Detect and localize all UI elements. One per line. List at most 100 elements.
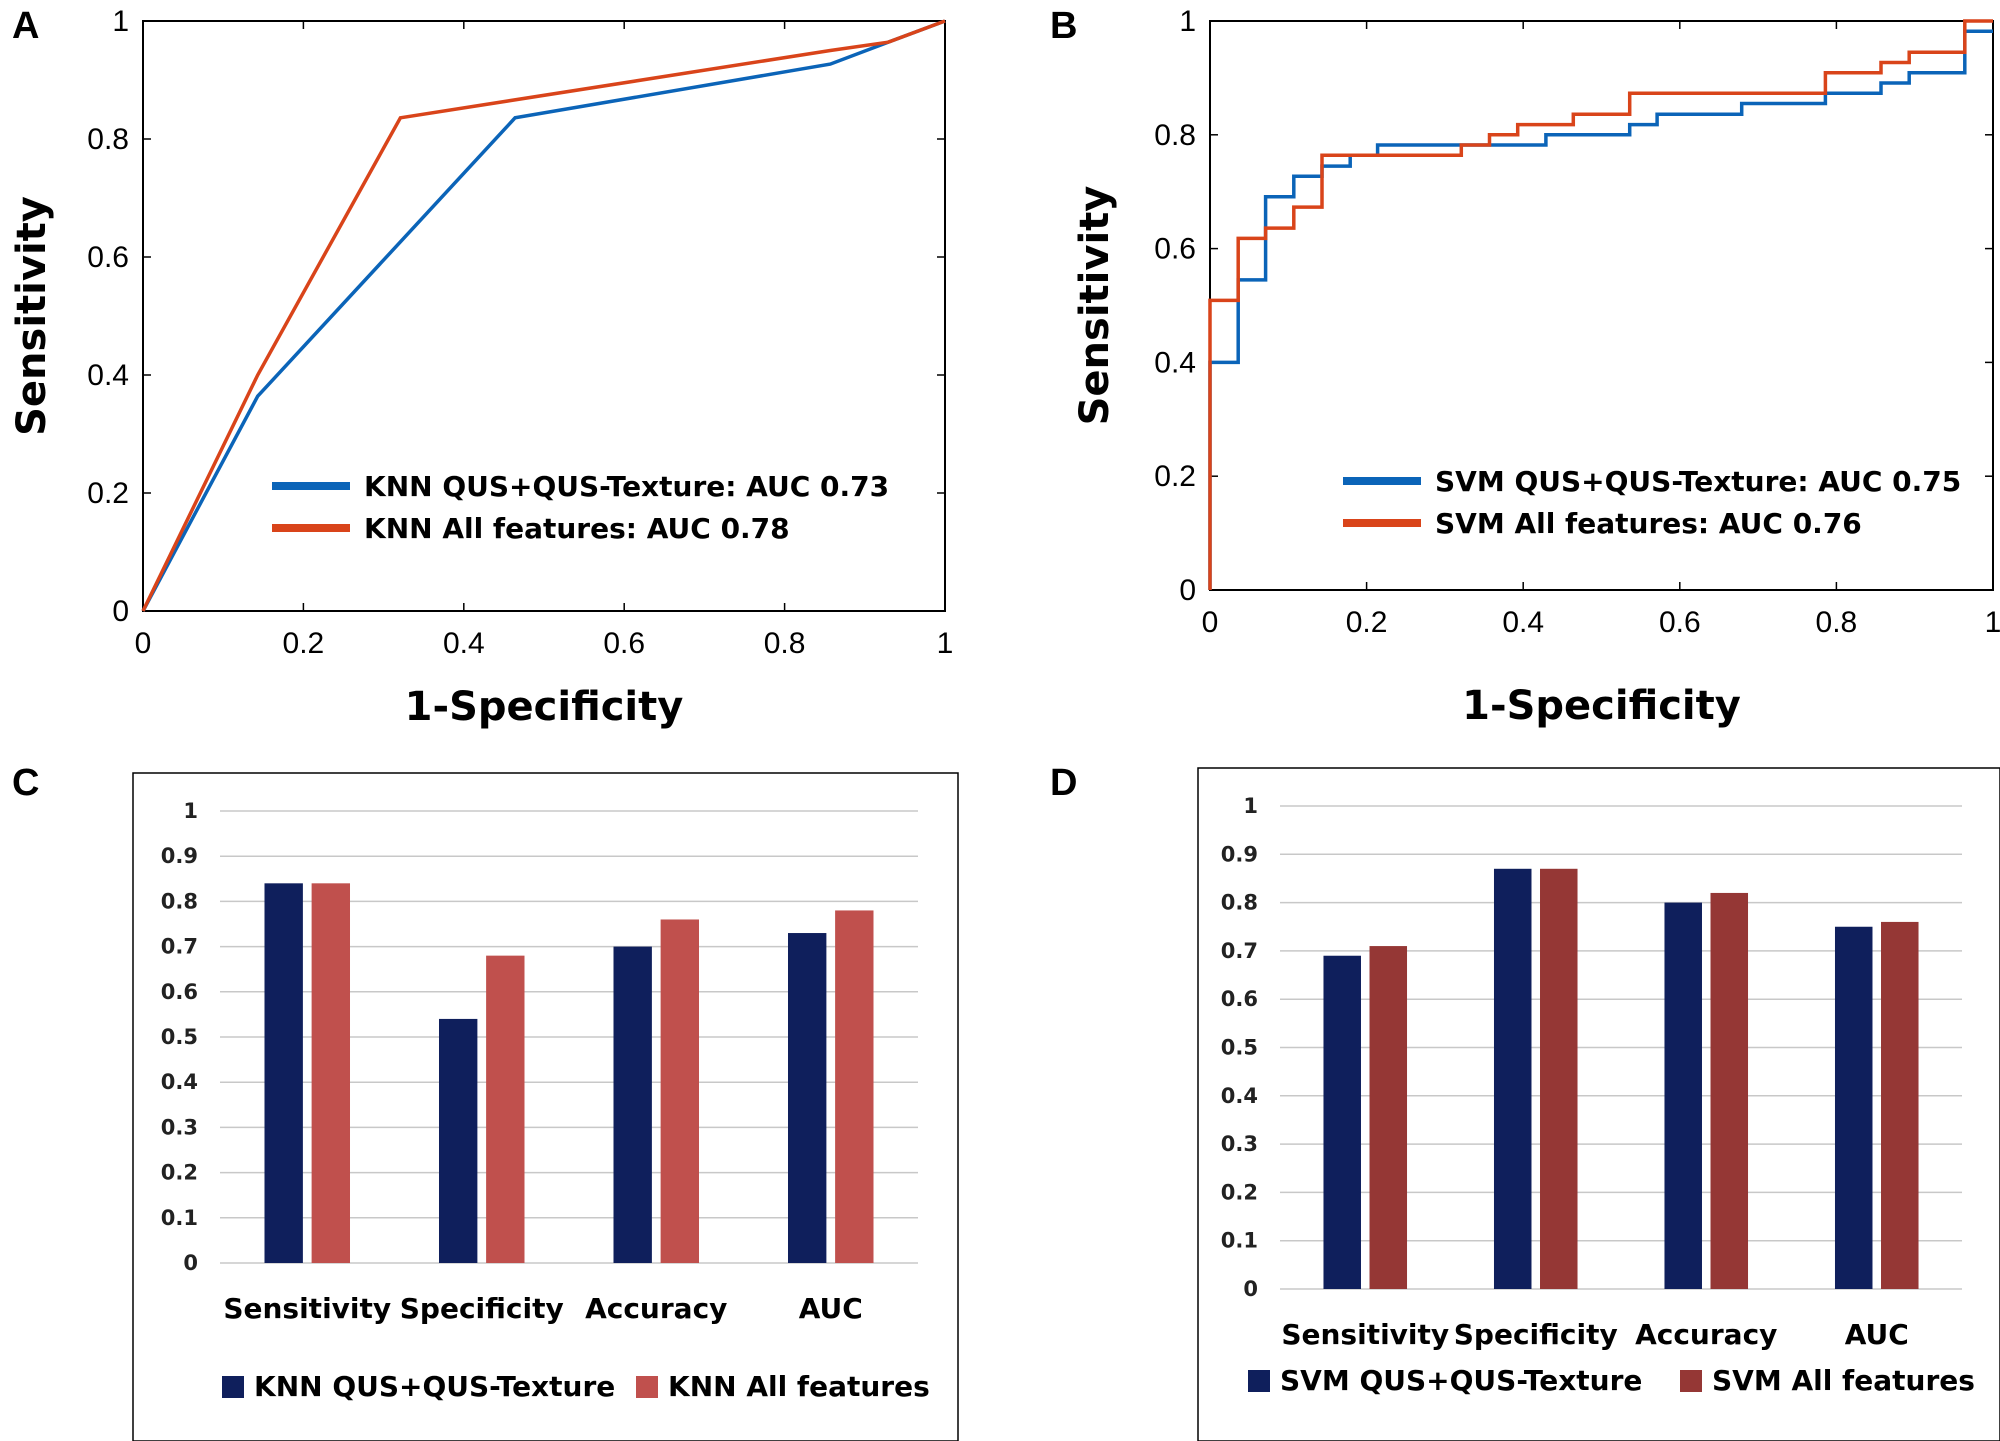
legend-label: KNN All features: AUC 0.78	[364, 512, 790, 545]
category-label: AUC	[1845, 1318, 1909, 1351]
x-tick-label: 1	[1985, 606, 2000, 639]
y-tick-label: 0	[1243, 1277, 1258, 1301]
y-tick-label: 0.2	[1221, 1180, 1258, 1204]
y-tick-label: 0.7	[161, 935, 198, 959]
bar-auc-series-2	[835, 910, 874, 1263]
y-tick-label: 0.6	[87, 241, 129, 274]
legend-swatch	[1248, 1370, 1270, 1392]
y-tick-label: 0.6	[1221, 987, 1258, 1011]
y-axis-label: Sensitivity	[1072, 186, 1118, 426]
y-tick-label: 1	[1243, 794, 1258, 818]
x-tick-label: 0.4	[443, 627, 485, 660]
bar-accuracy-series-1	[613, 946, 652, 1263]
x-tick-label: 0.2	[283, 627, 325, 660]
category-label: Sensitivity	[1281, 1318, 1449, 1351]
panel-b-roc-svm: B 0 0.2 0.4 0.6 0.8 1 0 0.2 0.4 0.6 0.8 1 1-Specifici…	[1050, 5, 2000, 729]
legend-swatch	[636, 1376, 658, 1398]
category-label: Specificity	[400, 1292, 564, 1325]
bar-sensitivity-series-1	[1323, 955, 1361, 1289]
chart-frame	[132, 772, 959, 1441]
bar-sensitivity-series-1	[264, 883, 303, 1263]
bar-accuracy-series-2	[1710, 892, 1749, 1289]
legend-label: SVM QUS+QUS-Texture	[1280, 1364, 1642, 1397]
bar-accuracy-series-1	[1664, 902, 1702, 1289]
y-tick-label: 0.3	[1221, 1132, 1258, 1156]
y-tick-label: 0.9	[1221, 842, 1258, 866]
bar-accuracy-series-2	[660, 919, 700, 1263]
legend-label: SVM QUS+QUS-Texture: AUC 0.75	[1435, 465, 1961, 498]
x-tick-label: 0.4	[1502, 606, 1544, 639]
bar-auc-series-1	[1834, 926, 1873, 1289]
category-label: Accuracy	[1635, 1318, 1777, 1351]
y-tick-label: 0.9	[161, 844, 198, 868]
y-tick-label: 0.4	[161, 1070, 198, 1094]
y-tick-label: 0.4	[87, 359, 129, 392]
y-tick-label: 1	[1179, 5, 1196, 38]
y-tick-label: 0.7	[1221, 939, 1258, 963]
bar-auc-series-1	[787, 933, 827, 1263]
plot-frame	[1209, 20, 1994, 591]
legend-swatch	[222, 1376, 244, 1398]
x-tick-label: 0.8	[764, 627, 806, 660]
y-tick-label: 0.4	[1154, 346, 1196, 379]
legend-label: KNN All features	[668, 1370, 930, 1403]
y-tick-label: 1	[183, 799, 198, 823]
y-tick-label: 0.5	[161, 1025, 198, 1049]
panel-letter: D	[1050, 762, 1077, 804]
y-tick-label: 0.6	[161, 980, 198, 1004]
y-tick-label: 0.2	[1154, 460, 1196, 493]
bar-specificity-series-2	[486, 955, 525, 1263]
panel-c-bar-knn: C 0 0.1 0.2 0.3 0.4 0.5 0.6 0.7 0.8 0.9 1 Sensitivit…	[12, 762, 959, 1441]
x-tick-label: 0.2	[1346, 606, 1388, 639]
legend-swatch	[1680, 1370, 1702, 1392]
panel-a-roc-knn: A 0 0.2 0.4 0.6 0.8 1 0 0.2 0.4 0.6 0.8 1 1-Specifici…	[9, 5, 953, 730]
y-tick-label: 0.6	[1154, 233, 1196, 266]
y-tick-label: 0.5	[1221, 1036, 1258, 1060]
x-axis-label: 1-Specificity	[1462, 683, 1741, 729]
panel-letter: A	[12, 5, 39, 47]
legend-label: KNN QUS+QUS-Texture	[254, 1370, 615, 1403]
y-tick-label: 0.8	[87, 123, 129, 156]
panel-d-bar-svm: D 0 0.1 0.2 0.3 0.4 0.5 0.6 0.7 0.8 0.9 1 Sensitivit…	[1050, 762, 2000, 1441]
legend-label: SVM All features	[1712, 1364, 1975, 1397]
y-tick-label: 0	[183, 1251, 198, 1275]
x-tick-label: 0.6	[1659, 606, 1701, 639]
y-tick-label: 0.8	[161, 889, 198, 913]
roc-curve-series-1	[1208, 29, 1993, 590]
category-label: Specificity	[1454, 1318, 1618, 1351]
y-tick-label: 0	[112, 595, 129, 628]
y-tick-label: 0.8	[1154, 119, 1196, 152]
legend-label: SVM All features: AUC 0.76	[1435, 507, 1862, 540]
legend-label: KNN QUS+QUS-Texture: AUC 0.73	[364, 470, 889, 503]
x-tick-label: 1	[937, 627, 954, 660]
panel-letter: B	[1050, 5, 1077, 47]
y-tick-label: 0.4	[1221, 1084, 1258, 1108]
y-tick-label: 0.2	[87, 477, 129, 510]
x-tick-label: 0.6	[603, 627, 645, 660]
bar-auc-series-2	[1881, 921, 1919, 1289]
y-tick-label: 0.1	[1221, 1229, 1258, 1253]
x-tick-label: 0.8	[1816, 606, 1858, 639]
y-tick-label: 0.3	[161, 1115, 198, 1139]
x-tick-label: 0	[1202, 606, 1219, 639]
roc-curve-series-2	[1208, 19, 1993, 590]
y-tick-label: 0.2	[161, 1161, 198, 1185]
x-tick-label: 0	[135, 627, 152, 660]
bar-sensitivity-series-2	[311, 883, 351, 1263]
x-axis-label: 1-Specificity	[405, 684, 684, 730]
y-tick-label: 1	[112, 5, 129, 38]
panel-letter: C	[12, 762, 39, 804]
category-label: Accuracy	[585, 1292, 727, 1325]
plot-frame	[142, 20, 946, 612]
category-label: Sensitivity	[223, 1292, 391, 1325]
bar-specificity-series-1	[1493, 868, 1532, 1289]
bar-specificity-series-2	[1540, 868, 1578, 1289]
bar-specificity-series-1	[438, 1018, 478, 1263]
y-tick-label: 0.1	[161, 1206, 198, 1230]
y-tick-label: 0.8	[1221, 891, 1258, 915]
y-axis-label: Sensitivity	[9, 196, 55, 436]
y-tick-label: 0	[1179, 574, 1196, 607]
category-label: AUC	[799, 1292, 863, 1325]
bar-sensitivity-series-2	[1369, 946, 1408, 1289]
